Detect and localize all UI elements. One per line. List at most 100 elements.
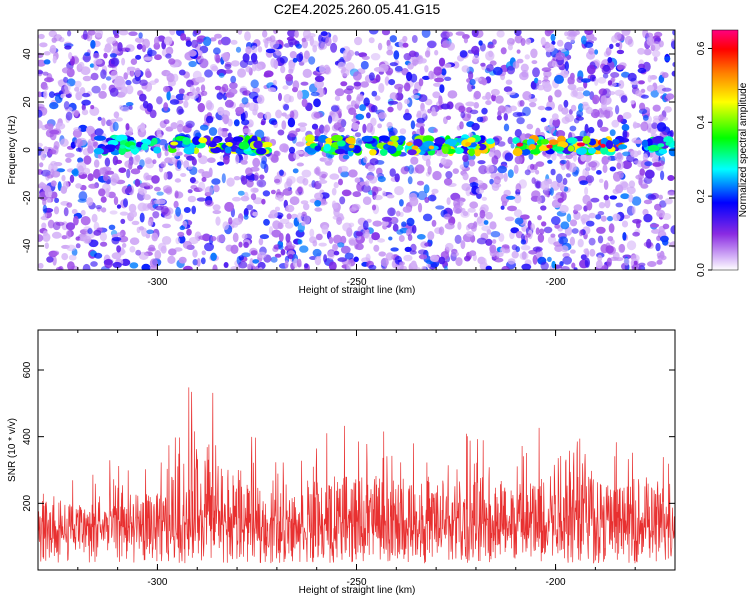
spectrogram-cell bbox=[374, 95, 381, 101]
spectrogram-cell bbox=[104, 258, 113, 269]
spectrogram-cell bbox=[188, 92, 199, 100]
spectrogram-cell bbox=[506, 91, 516, 96]
spectrogram-cell bbox=[423, 184, 430, 194]
colorbar-label: Normalized spectral amplitude bbox=[738, 82, 749, 217]
spectrogram-cell bbox=[277, 222, 283, 230]
signal-band-cell bbox=[325, 137, 333, 143]
spectrogram-cell bbox=[320, 31, 328, 37]
spectrogram-cell bbox=[294, 30, 299, 38]
spectrogram-cell bbox=[363, 156, 368, 164]
spectrogram-cell bbox=[314, 79, 324, 89]
colorbar-tick-label: 0.4 bbox=[696, 115, 707, 129]
signal-band-cell bbox=[192, 136, 201, 146]
spectrogram-cell bbox=[99, 167, 106, 176]
spectrogram-cell bbox=[85, 125, 95, 135]
spectrogram-cell bbox=[297, 187, 303, 193]
spectrogram-cell bbox=[109, 87, 119, 97]
spectrogram-cell bbox=[72, 128, 82, 138]
spectrogram-cell bbox=[535, 161, 545, 167]
spectrogram-cell bbox=[196, 38, 205, 43]
spectrogram-cell bbox=[640, 183, 649, 189]
spectrogram-cell bbox=[468, 71, 474, 80]
spectrogram-cell bbox=[647, 194, 657, 201]
spectrogram-cell bbox=[580, 35, 587, 45]
spectrogram-cell bbox=[114, 75, 125, 86]
spectrogram-cell bbox=[270, 189, 276, 195]
spectrogram-cell bbox=[570, 104, 577, 112]
spectrogram-cell bbox=[416, 180, 425, 186]
spectrogram-cell bbox=[550, 168, 556, 176]
spectrogram-cell bbox=[245, 66, 252, 73]
spectrogram-cell bbox=[515, 230, 523, 239]
spectrogram-cell bbox=[491, 155, 499, 165]
spectrogram-cell bbox=[134, 67, 141, 78]
spectrogram-cell bbox=[300, 81, 309, 86]
spectrogram-cell bbox=[478, 40, 483, 46]
spectrogram-cell bbox=[387, 207, 396, 217]
spectrogram-cell bbox=[404, 98, 410, 105]
spectrogram-cell bbox=[540, 36, 546, 46]
spectrogram-cell bbox=[38, 119, 43, 129]
spectrogram-cell bbox=[297, 122, 308, 127]
spectrogram-cell bbox=[544, 125, 550, 131]
spectrogram-cell bbox=[438, 95, 443, 106]
signal-band-cell bbox=[253, 140, 263, 149]
spectrogram-cell bbox=[60, 138, 69, 147]
spectrogram-cell bbox=[427, 231, 435, 241]
spectrogram-cell bbox=[514, 217, 524, 225]
spectrogram-cell bbox=[462, 154, 469, 162]
spectrogram-cell bbox=[559, 204, 569, 214]
signal-band-cell bbox=[104, 144, 117, 150]
spectrogram-cell bbox=[642, 114, 649, 121]
spectrogram-cell bbox=[344, 252, 354, 260]
spectrogram-cell bbox=[461, 183, 471, 191]
spectrogram-cell bbox=[69, 174, 75, 183]
spectrogram-cell bbox=[582, 103, 590, 111]
spectrogram-cell bbox=[504, 216, 515, 222]
spectrogram-cell bbox=[175, 206, 182, 217]
spectrogram-cell bbox=[360, 60, 369, 70]
spectrogram-cell bbox=[338, 165, 349, 173]
spectrogram-cell bbox=[87, 145, 94, 154]
spectrogram-cell bbox=[492, 66, 503, 76]
spectrogram-cell bbox=[115, 117, 123, 122]
spectrogram-cell bbox=[362, 196, 372, 205]
spectrogram-cell bbox=[421, 265, 427, 270]
spectrogram-cell bbox=[481, 196, 487, 201]
spectrogram-cell bbox=[241, 233, 248, 240]
spectrogram-cell bbox=[623, 258, 630, 266]
spectrogram-cell bbox=[314, 200, 322, 207]
spectrogram-cell bbox=[341, 68, 350, 77]
spectrogram-cell bbox=[210, 252, 217, 261]
spectrogram-cell bbox=[82, 30, 88, 41]
spectrogram-cell bbox=[602, 73, 609, 79]
signal-band-cell bbox=[182, 137, 191, 145]
spectrogram-cell bbox=[44, 123, 54, 130]
spectrogram-cell bbox=[534, 77, 539, 84]
spectrogram-cell bbox=[38, 262, 44, 269]
signal-peak-cell bbox=[387, 141, 394, 146]
spectrogram-cell bbox=[327, 250, 335, 260]
spectrogram-cell bbox=[482, 115, 488, 122]
spectrogram-cell bbox=[63, 76, 69, 83]
spectrogram-cell bbox=[259, 174, 265, 180]
spectrogram-cell bbox=[515, 183, 522, 193]
spectrogram-cell bbox=[584, 30, 594, 35]
spectrogram-cell bbox=[323, 125, 328, 136]
spectrogram-cell bbox=[98, 90, 107, 99]
signal-band-cell bbox=[141, 143, 149, 151]
spectrogram-cell bbox=[597, 235, 604, 244]
spectrogram-cell bbox=[549, 187, 554, 196]
spectrogram-cell bbox=[101, 83, 107, 91]
spectrogram-cell bbox=[336, 216, 343, 225]
spectrogram-cell bbox=[216, 161, 225, 166]
spectrogram-cell bbox=[410, 120, 416, 130]
spectrogram-cell bbox=[187, 50, 197, 57]
spectrogram-cell bbox=[514, 129, 522, 138]
spectrogram-cell bbox=[53, 206, 60, 215]
spectrogram-cell bbox=[643, 48, 652, 56]
spectrogram-cell bbox=[263, 218, 270, 226]
spectrogram-cell bbox=[198, 235, 209, 241]
spectrogram-cell bbox=[38, 70, 44, 75]
spectrogram-cell bbox=[462, 211, 469, 217]
